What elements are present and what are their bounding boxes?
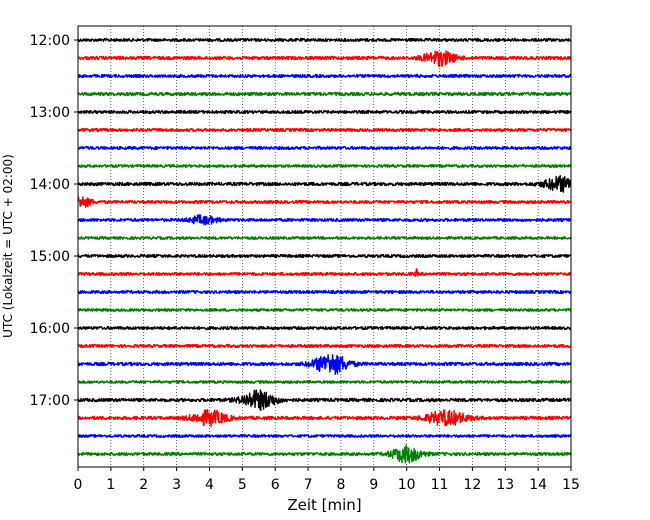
x-tick-label: 12 bbox=[463, 477, 481, 493]
x-tick-label: 6 bbox=[271, 477, 280, 493]
x-tick-label: 3 bbox=[172, 477, 181, 493]
x-tick-label: 15 bbox=[562, 477, 580, 493]
x-tick-label: 11 bbox=[431, 477, 449, 493]
y-axis-label: UTC (Lokalzeit = UTC + 02:00) bbox=[1, 154, 15, 338]
x-tick-label: 8 bbox=[336, 477, 345, 493]
y-axis: 12:00 13:00 14:00 15:00 16:00 17:00 bbox=[30, 33, 78, 409]
trace-line bbox=[77, 164, 572, 168]
trace-line bbox=[77, 236, 572, 240]
trace-line bbox=[77, 434, 572, 438]
x-tick-label: 7 bbox=[304, 477, 313, 493]
trace-line bbox=[77, 109, 572, 115]
plot-frame bbox=[77, 25, 572, 468]
trace-line bbox=[77, 145, 572, 151]
y-tick-label: 17:00 bbox=[30, 393, 70, 409]
trace-line bbox=[77, 389, 572, 412]
trace-line bbox=[77, 127, 572, 133]
y-tick-label: 15:00 bbox=[30, 249, 70, 265]
trace-line bbox=[77, 409, 572, 428]
trace-line bbox=[77, 91, 572, 97]
x-tick-label: 0 bbox=[74, 477, 83, 493]
x-axis-label: Zeit [min] bbox=[287, 496, 361, 514]
trace-line bbox=[77, 325, 572, 331]
trace-line bbox=[77, 73, 572, 79]
trace-line bbox=[77, 380, 572, 384]
y-tick-label: 12:00 bbox=[30, 33, 70, 49]
x-tick-label: 4 bbox=[205, 477, 214, 493]
trace-layer bbox=[77, 37, 572, 464]
x-tick-label: 9 bbox=[369, 477, 378, 493]
y-tick-label: 13:00 bbox=[30, 105, 70, 121]
y-tick-label: 16:00 bbox=[30, 321, 70, 337]
trace-line bbox=[77, 289, 572, 295]
x-axis: 0 1 2 3 4 5 6 7 8 9 10 11 12 13 14 15 bbox=[74, 467, 580, 493]
trace-line bbox=[77, 308, 572, 312]
trace-line bbox=[77, 354, 572, 376]
x-tick-label: 13 bbox=[496, 477, 514, 493]
x-tick-label: 10 bbox=[398, 477, 416, 493]
trace-line bbox=[77, 343, 572, 349]
trace-line bbox=[77, 214, 572, 226]
trace-line bbox=[77, 268, 572, 278]
trace-line bbox=[77, 253, 572, 259]
x-tick-label: 1 bbox=[106, 477, 115, 493]
y-tick-label: 14:00 bbox=[30, 177, 70, 193]
trace-line bbox=[77, 444, 572, 464]
x-tick-label: 14 bbox=[529, 477, 547, 493]
x-tick-label: 5 bbox=[238, 477, 247, 493]
trace-line bbox=[77, 37, 572, 43]
trace-line bbox=[77, 175, 572, 193]
x-tick-label: 2 bbox=[139, 477, 148, 493]
trace-line bbox=[77, 50, 572, 68]
trace-line bbox=[77, 196, 572, 208]
